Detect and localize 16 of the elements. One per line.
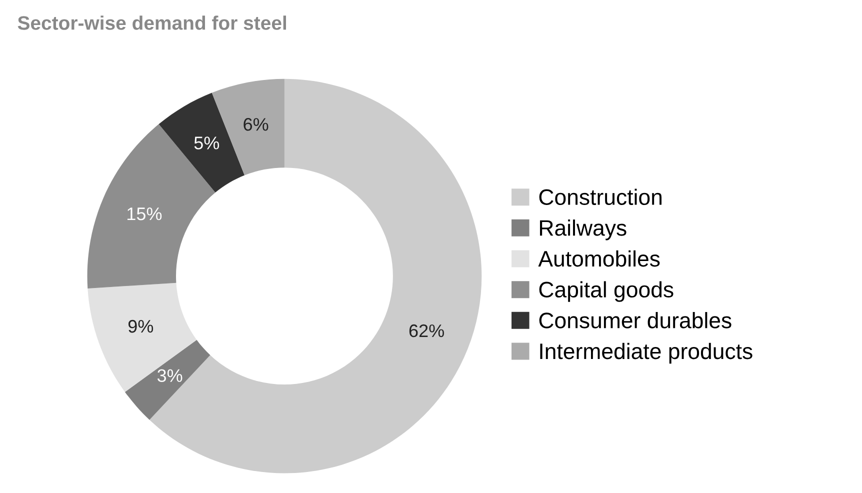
legend-label: Capital goods [539, 281, 674, 302]
legend-label: Intermediate products [540, 342, 752, 364]
data-label: 5% [194, 136, 220, 150]
chart-title: Sector-wise demand for steel [18, 16, 286, 30]
data-label: 6% [244, 118, 268, 131]
data-label: 62% [409, 324, 444, 338]
donut-slice [158, 92, 245, 193]
donut-slice [124, 340, 210, 420]
data-label: 15% [128, 208, 162, 220]
legend-label: Railways [540, 220, 626, 240]
data-label: 9% [128, 320, 154, 333]
legend-label: Automobiles [538, 250, 660, 267]
legend-label: Consumer durables [539, 312, 732, 328]
legend-label: Construction [539, 188, 662, 206]
donut-slice [88, 282, 197, 392]
data-label: 3% [157, 369, 182, 382]
